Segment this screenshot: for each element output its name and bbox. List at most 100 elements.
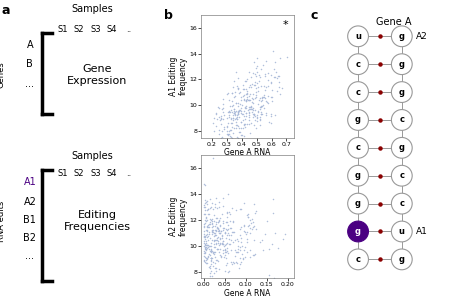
Point — [223, 245, 230, 250]
Point — [250, 112, 257, 117]
Point — [207, 280, 215, 285]
Point — [201, 208, 209, 213]
Point — [203, 228, 210, 232]
Point — [269, 88, 276, 93]
Point — [202, 216, 210, 221]
Point — [223, 210, 231, 214]
Point — [283, 54, 291, 59]
Point — [207, 241, 215, 245]
Point — [261, 71, 269, 76]
Point — [201, 205, 209, 210]
Point — [252, 65, 260, 70]
Point — [202, 283, 210, 288]
Point — [208, 217, 215, 222]
Point — [253, 64, 261, 69]
Point — [230, 94, 237, 99]
Point — [238, 103, 246, 108]
Point — [210, 242, 218, 247]
Point — [218, 241, 226, 246]
Point — [252, 95, 260, 100]
Point — [204, 289, 212, 294]
Text: a: a — [1, 4, 10, 17]
Point — [234, 112, 242, 116]
Point — [261, 106, 268, 111]
Point — [253, 56, 261, 60]
Point — [208, 201, 216, 205]
Point — [243, 237, 251, 242]
Point — [203, 243, 210, 248]
Point — [229, 118, 237, 122]
Point — [269, 99, 276, 103]
Circle shape — [347, 165, 368, 186]
Point — [235, 129, 243, 134]
Point — [203, 243, 210, 248]
Point — [259, 96, 266, 101]
Point — [225, 209, 233, 214]
Point — [260, 83, 268, 88]
Point — [202, 214, 210, 219]
Point — [214, 219, 222, 224]
Point — [272, 60, 279, 64]
Point — [201, 218, 209, 223]
Point — [246, 106, 254, 111]
Point — [200, 181, 208, 186]
Point — [231, 116, 239, 121]
Point — [209, 260, 217, 265]
Point — [237, 132, 245, 137]
Point — [259, 103, 266, 108]
Point — [264, 100, 272, 105]
Point — [213, 111, 220, 116]
Point — [254, 89, 262, 93]
Point — [204, 254, 212, 259]
Point — [204, 222, 211, 227]
Point — [250, 92, 257, 97]
Point — [201, 258, 208, 263]
Point — [232, 122, 240, 127]
Point — [201, 198, 209, 202]
Point — [263, 85, 270, 89]
Point — [226, 225, 234, 230]
Point — [213, 216, 220, 220]
Point — [211, 245, 219, 250]
Point — [243, 229, 251, 234]
Point — [246, 97, 253, 102]
Point — [209, 219, 216, 223]
Point — [207, 255, 215, 260]
Point — [221, 242, 228, 247]
Point — [255, 101, 262, 106]
Point — [201, 247, 209, 251]
Point — [250, 253, 258, 257]
Text: g: g — [355, 227, 361, 236]
Point — [262, 87, 269, 92]
Point — [205, 224, 212, 229]
Point — [214, 241, 221, 245]
Point — [231, 111, 239, 116]
Point — [219, 135, 226, 140]
Point — [201, 249, 208, 254]
Point — [211, 231, 219, 236]
Point — [234, 100, 242, 105]
Point — [208, 256, 216, 261]
Point — [201, 224, 208, 229]
Point — [216, 115, 223, 120]
Point — [227, 115, 235, 120]
Point — [234, 103, 242, 108]
Point — [232, 208, 240, 212]
Point — [234, 239, 241, 243]
Point — [201, 254, 209, 259]
Point — [234, 115, 241, 120]
Point — [210, 156, 217, 161]
Point — [218, 254, 225, 259]
Point — [272, 70, 279, 75]
Point — [243, 88, 251, 93]
Point — [241, 105, 249, 109]
Point — [204, 242, 211, 247]
Point — [210, 252, 218, 257]
Point — [267, 114, 274, 119]
Point — [201, 260, 209, 265]
Point — [200, 232, 208, 237]
Point — [202, 239, 210, 244]
Point — [220, 127, 228, 132]
Point — [201, 251, 209, 255]
Point — [212, 124, 220, 129]
